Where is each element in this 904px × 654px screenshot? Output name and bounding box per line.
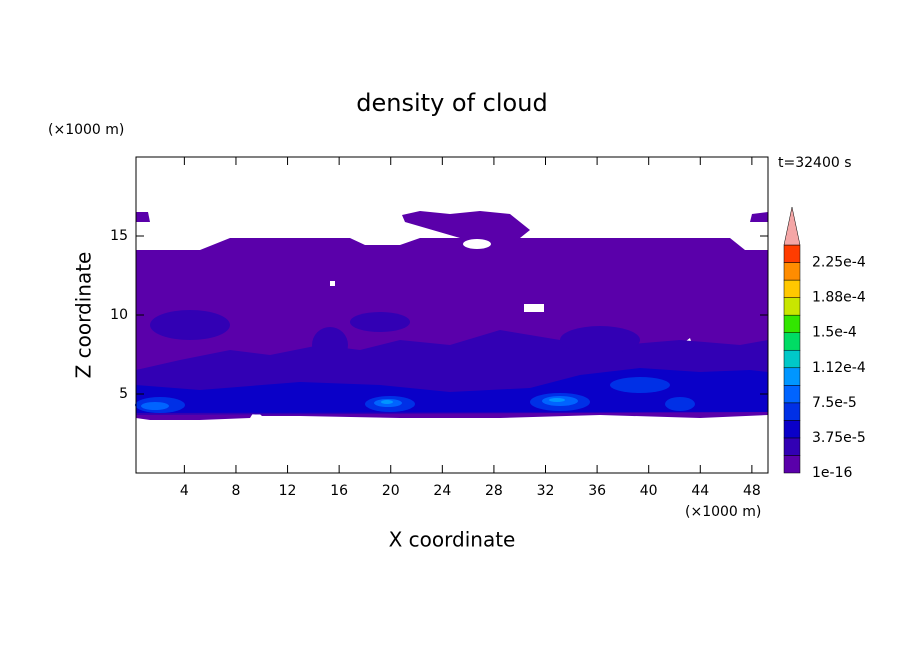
- colorbar-band: [783, 455, 801, 474]
- colorbar-band: [783, 262, 801, 281]
- annotation: t=32400 s: [778, 155, 852, 171]
- chart-title: density of cloud: [356, 89, 547, 117]
- colorbar-band: [783, 437, 801, 456]
- colorbar-band: [783, 279, 801, 298]
- x-tick-label: 4: [180, 483, 189, 499]
- contour-region: [312, 327, 348, 363]
- y-tick-label: 10: [110, 307, 128, 323]
- y-tick-label: 15: [110, 228, 128, 244]
- x-tick-label: 40: [640, 483, 658, 499]
- contour-region: [150, 310, 230, 340]
- contour-region: [750, 212, 768, 222]
- x-axis-label: X coordinate: [389, 528, 516, 552]
- colorbar-label: 2.25e-4: [812, 255, 866, 271]
- contour-hole: [524, 304, 544, 312]
- y-tick-label: 5: [119, 386, 128, 402]
- colorbar-band: [783, 402, 801, 421]
- colorbar-extend: [783, 206, 801, 246]
- x-tick-label: 44: [691, 483, 709, 499]
- colorbar-label: 1.88e-4: [812, 290, 866, 306]
- contour-region: [136, 368, 768, 413]
- x-tick-label: 16: [330, 483, 348, 499]
- x-tick-label: 48: [743, 483, 761, 499]
- colorbar-label: 7.5e-5: [812, 395, 857, 411]
- colorbar-label: 3.75e-5: [812, 430, 866, 446]
- contour-region: [381, 400, 393, 404]
- colorbar-band: [783, 420, 801, 439]
- contour-region: [549, 398, 565, 402]
- contour-region: [141, 402, 169, 410]
- colorbar-band: [783, 385, 801, 404]
- x-tick-label: 24: [433, 483, 451, 499]
- colorbar-label: 1e-16: [812, 465, 852, 481]
- x-tick-label: 36: [588, 483, 606, 499]
- x-tick-label: 20: [382, 483, 400, 499]
- colorbar-band: [783, 367, 801, 386]
- x-tick-label: 28: [485, 483, 503, 499]
- colorbar-band: [783, 332, 801, 351]
- contour-hole: [463, 239, 491, 249]
- contour-hole: [330, 281, 335, 286]
- x-unit: (×1000 m): [685, 504, 761, 520]
- contour-region: [402, 211, 530, 265]
- contour-region: [136, 212, 150, 222]
- contour-region: [610, 377, 670, 393]
- x-tick-label: 32: [537, 483, 555, 499]
- colorbar-band: [783, 314, 801, 333]
- colorbar-band: [783, 349, 801, 369]
- colorbar-band: [783, 244, 801, 263]
- y-unit: (×1000 m): [48, 122, 124, 138]
- contour-region: [665, 397, 695, 411]
- x-tick-label: 12: [279, 483, 297, 499]
- colorbar-band: [783, 297, 801, 316]
- x-tick-label: 8: [231, 483, 240, 499]
- contour-region: [560, 326, 640, 354]
- y-axis-label: Z coordinate: [72, 252, 96, 379]
- colorbar-label: 1.5e-4: [812, 325, 857, 341]
- colorbar-label: 1.12e-4: [812, 360, 866, 376]
- contour-region: [350, 312, 410, 332]
